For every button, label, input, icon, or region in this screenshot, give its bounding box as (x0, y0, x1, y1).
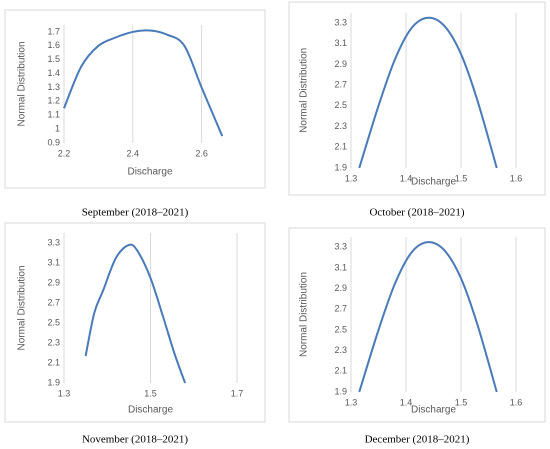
y-tick-label: 1.9 (47, 377, 60, 387)
x-axis-label: Discharge (128, 405, 173, 416)
curve (358, 16, 498, 169)
y-tick-label: 2.5 (47, 317, 60, 327)
y-tick-label: 1.1 (47, 110, 60, 120)
y-tick-label: 1 (55, 123, 60, 133)
x-tick-label: 2.6 (195, 148, 208, 158)
x-tick-label: 1.3 (58, 388, 71, 398)
curve (84, 243, 187, 384)
y-tick-label: 2.7 (334, 79, 347, 89)
y-tick-label: 2.1 (334, 142, 347, 152)
panel-frame (4, 222, 266, 423)
y-tick-label: 2.5 (334, 324, 347, 334)
x-tick-label: 1.6 (510, 397, 523, 407)
y-tick-label: 1.9 (334, 386, 347, 396)
panel-frame (4, 9, 266, 189)
x-tick-label: 1.6 (510, 173, 523, 183)
y-tick-label: 3.3 (334, 17, 347, 27)
y-tick-label: 1.2 (47, 96, 60, 106)
x-axis-label: Discharge (127, 167, 172, 178)
y-tick-label: 3.3 (334, 242, 347, 252)
y-tick-label: 2.9 (334, 283, 347, 293)
y-axis-label: Normal Distribution (299, 272, 310, 357)
y-tick-label: 1.6 (47, 40, 60, 50)
y-tick-label: 2.9 (334, 59, 347, 69)
y-tick-label: 2.1 (334, 366, 347, 376)
y-tick-label: 1.5 (47, 54, 60, 64)
caption: October (2018–2021) (369, 207, 464, 219)
y-tick-label: 2.1 (47, 357, 60, 367)
caption: November (2018–2021) (82, 434, 188, 446)
y-tick-label: 1.9 (334, 162, 347, 172)
x-tick-label: 1.3 (345, 397, 358, 407)
x-tick-label: 2.2 (58, 148, 71, 158)
y-tick-label: 3.1 (334, 262, 347, 272)
x-tick-label: 2.4 (127, 148, 140, 158)
x-tick-label: 1.7 (231, 388, 244, 398)
y-tick-label: 3.1 (47, 257, 60, 267)
x-axis-label: Discharge (411, 177, 456, 188)
caption: December (2018–2021) (365, 434, 470, 446)
x-tick-label: 1.4 (400, 173, 413, 183)
panel-frame (288, 1, 546, 196)
curve (358, 241, 498, 393)
y-tick-label: 2.3 (334, 121, 347, 131)
y-tick-label: 1.3 (47, 82, 60, 92)
y-tick-label: 2.7 (47, 297, 60, 307)
y-tick-label: 2.7 (334, 304, 347, 314)
y-tick-label: 3.3 (47, 237, 60, 247)
y-tick-label: 1.4 (47, 68, 60, 78)
y-tick-label: 3.1 (334, 38, 347, 48)
caption: September (2018–2021) (82, 207, 189, 219)
y-axis-label: Normal Distribution (17, 265, 28, 350)
x-tick-label: 1.5 (455, 397, 468, 407)
x-tick-label: 1.3 (345, 173, 358, 183)
y-tick-label: 2.5 (334, 100, 347, 110)
y-tick-label: 2.9 (47, 277, 60, 287)
y-tick-label: 2.3 (334, 345, 347, 355)
y-axis-label: Normal Distribution (299, 48, 310, 133)
y-tick-label: 2.3 (47, 337, 60, 347)
y-tick-label: 0.9 (47, 137, 60, 147)
x-tick-label: 1.5 (144, 388, 157, 398)
x-axis-label: Discharge (411, 405, 456, 416)
y-axis-label: Normal Distribution (17, 41, 28, 126)
y-tick-label: 1.7 (47, 26, 60, 36)
curve (63, 29, 224, 137)
x-tick-label: 1.5 (455, 173, 468, 183)
x-tick-label: 1.4 (400, 397, 413, 407)
panel-frame (288, 227, 546, 423)
